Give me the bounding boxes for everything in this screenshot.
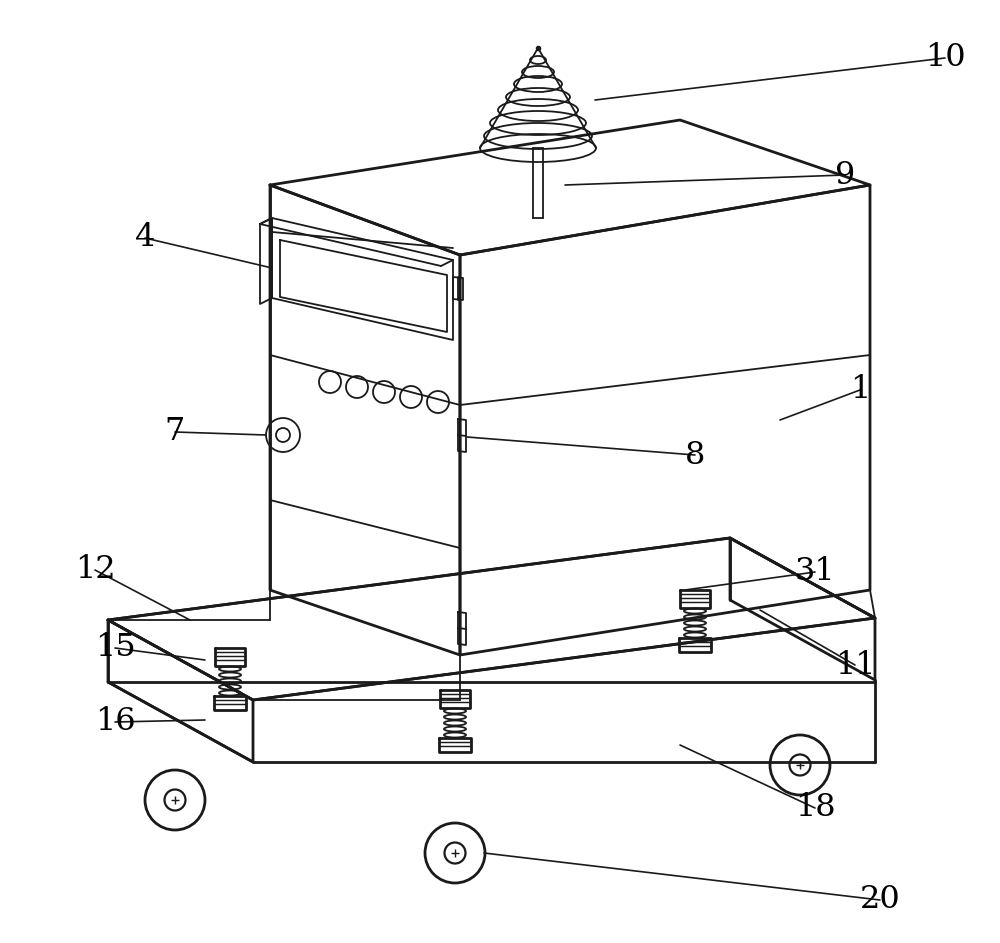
Text: 16: 16	[95, 706, 135, 737]
Text: 7: 7	[165, 417, 185, 448]
Text: 18: 18	[795, 792, 835, 823]
Text: 11: 11	[835, 650, 875, 681]
Text: 1: 1	[850, 374, 870, 405]
Text: 10: 10	[925, 42, 965, 74]
Text: 31: 31	[795, 556, 835, 587]
Text: 9: 9	[835, 159, 855, 190]
Text: 4: 4	[135, 223, 155, 254]
Text: 8: 8	[685, 439, 705, 471]
Text: 15: 15	[95, 633, 135, 664]
Text: 20: 20	[860, 885, 900, 916]
Text: 12: 12	[75, 554, 115, 586]
